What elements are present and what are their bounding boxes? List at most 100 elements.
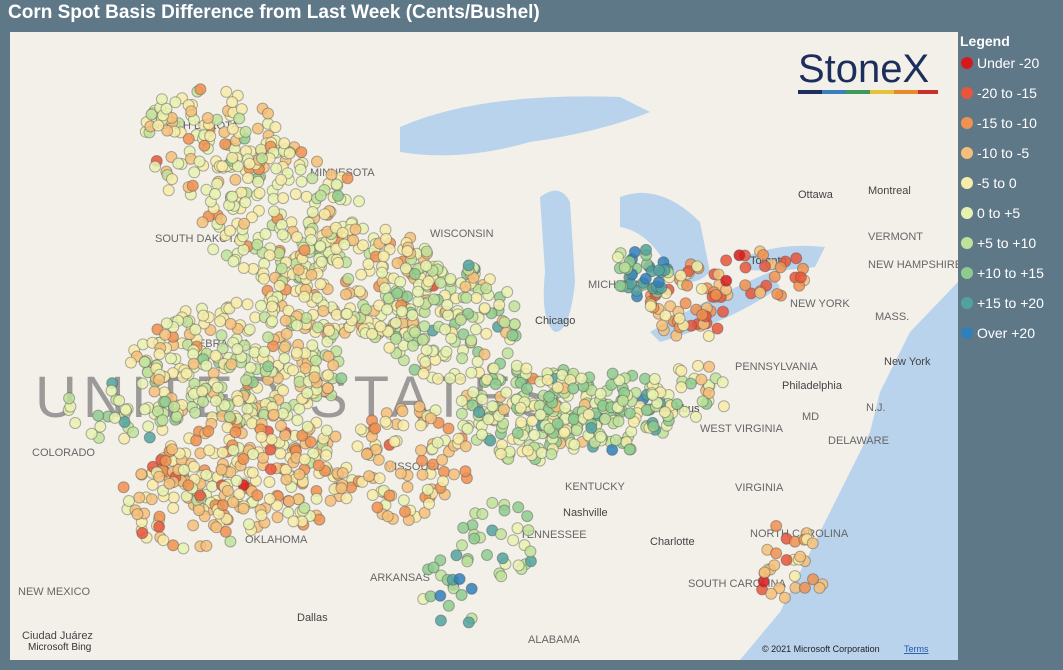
basis-dot [689, 410, 702, 423]
basis-dot [420, 344, 433, 357]
basis-dot [511, 427, 524, 439]
basis-dot [759, 260, 771, 273]
basis-dot [471, 355, 484, 368]
basis-dot [336, 226, 349, 239]
basis-dot [448, 468, 460, 481]
basis-dot [442, 422, 455, 435]
legend-item[interactable]: Under -20 [960, 55, 1044, 85]
basis-dot [237, 453, 250, 465]
legend-item[interactable]: Over +20 [960, 325, 1044, 355]
basis-dot [291, 231, 303, 244]
basis-dot [226, 96, 239, 109]
basis-dot [214, 315, 227, 328]
basis-dot [675, 364, 688, 377]
basis-dot [481, 549, 493, 561]
basis-dot [165, 352, 177, 365]
basis-dot [216, 160, 229, 173]
basis-dot [391, 257, 404, 270]
legend-item[interactable]: 0 to +5 [960, 205, 1044, 235]
basis-dot [282, 495, 295, 508]
basis-dot [271, 511, 284, 524]
basis-dot [623, 443, 636, 456]
basis-dot [247, 448, 259, 461]
basis-dot [418, 506, 431, 519]
attribution-copyright: © 2021 Microsoft Corporation [762, 644, 880, 654]
basis-dot [454, 313, 467, 326]
basis-dot [585, 421, 598, 434]
basis-dot [462, 616, 475, 629]
basis-dot [397, 419, 410, 432]
basis-dot [459, 280, 472, 293]
basis-dot [180, 367, 193, 380]
basis-dot [720, 254, 733, 267]
basis-dot [209, 188, 221, 200]
basis-dot [646, 388, 659, 401]
city-label: Ciudad Juárez [22, 630, 93, 642]
basis-dot [268, 205, 280, 218]
basis-dot [399, 505, 411, 518]
basis-dot [204, 130, 217, 143]
legend-item[interactable]: -5 to 0 [960, 175, 1044, 205]
basis-dot [219, 525, 232, 538]
basis-dot [239, 196, 252, 209]
basis-dot [197, 395, 209, 408]
basis-dot [153, 520, 166, 533]
basis-dot [679, 297, 692, 310]
basis-dot [377, 250, 390, 263]
basis-dot [172, 157, 185, 170]
basis-dot [159, 395, 172, 408]
legend-item[interactable]: +5 to +10 [960, 235, 1044, 265]
basis-dot [678, 405, 691, 418]
basis-dot [255, 299, 267, 312]
basis-dot [551, 417, 564, 430]
basis-dot [720, 274, 733, 287]
basis-dot [287, 364, 299, 377]
basis-dot [188, 166, 201, 179]
basis-dot [157, 534, 170, 547]
legend-label: -15 to -10 [977, 115, 1037, 131]
basis-dot [335, 372, 348, 385]
basis-dot [522, 524, 535, 537]
basis-dot [153, 373, 165, 386]
basis-dot [366, 328, 379, 340]
state-label: DELAWARE [828, 435, 889, 447]
basis-dot [702, 330, 715, 342]
basis-dot [220, 85, 233, 98]
basis-dot [182, 132, 195, 145]
basis-dot [401, 481, 414, 493]
basis-dot [442, 309, 455, 322]
basis-dot [216, 499, 229, 512]
basis-dot [568, 438, 581, 451]
terms-link[interactable]: Terms [904, 644, 929, 654]
basis-dot [305, 268, 318, 281]
legend-label: -10 to -5 [977, 145, 1030, 161]
basis-dot [794, 271, 807, 284]
basis-dot [408, 268, 421, 280]
basis-dot [321, 382, 334, 395]
basis-dot [457, 521, 470, 534]
basis-dot [197, 309, 210, 322]
basis-dot [427, 458, 440, 471]
basis-dot [462, 259, 475, 272]
legend-item[interactable]: +10 to +15 [960, 265, 1044, 295]
basis-dot [501, 286, 514, 298]
basis-dot [259, 228, 272, 240]
legend-swatch [961, 237, 973, 249]
city-label: Nashville [563, 507, 608, 519]
basis-dot [306, 339, 319, 352]
legend-item[interactable]: -10 to -5 [960, 145, 1044, 175]
basis-dot [498, 316, 511, 329]
basis-dot [376, 266, 388, 279]
basis-dot [332, 189, 344, 202]
basis-dot [338, 238, 351, 251]
basis-dot [656, 319, 669, 332]
basis-dot [478, 302, 491, 315]
basis-dot [371, 501, 384, 514]
legend-item[interactable]: -15 to -10 [960, 115, 1044, 145]
legend-item[interactable]: +15 to +20 [960, 295, 1044, 325]
basis-dot [427, 561, 440, 574]
legend-item[interactable]: -20 to -15 [960, 85, 1044, 115]
basis-dot [399, 262, 412, 275]
basis-dot [227, 496, 239, 509]
basis-dot [455, 394, 468, 407]
